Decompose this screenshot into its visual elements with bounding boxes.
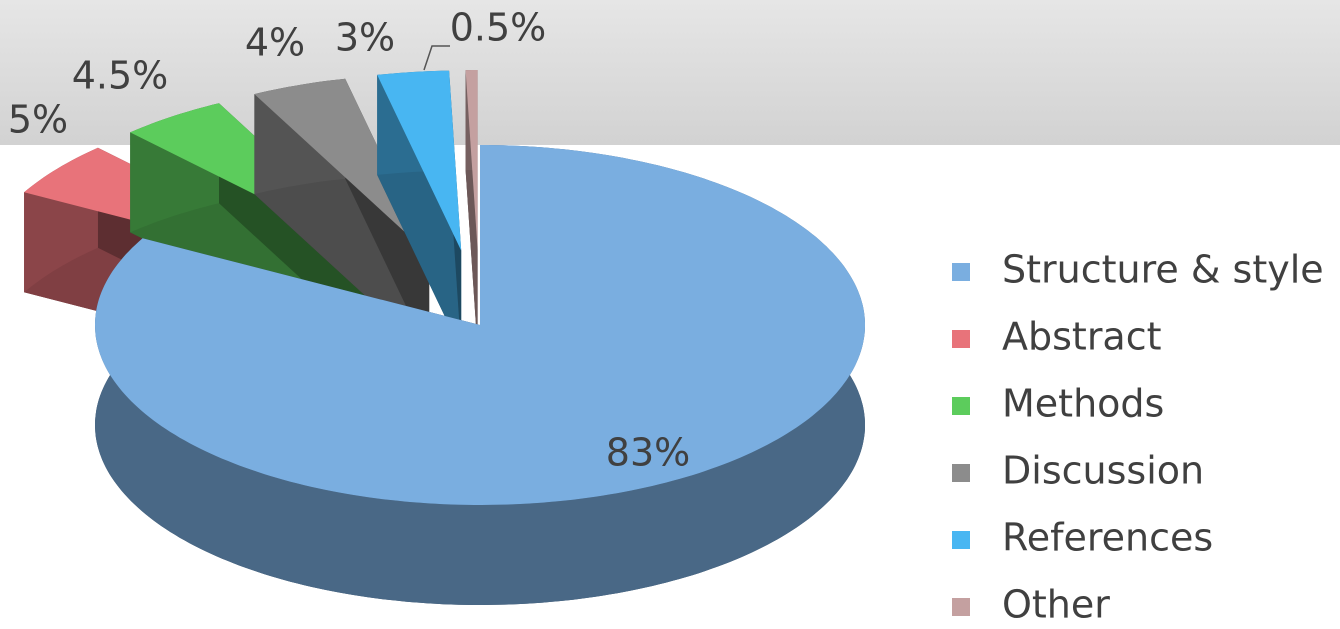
slice <box>95 145 865 505</box>
value-label: 4% <box>245 21 305 65</box>
value-label: 0.5% <box>450 6 547 50</box>
legend-label: Abstract <box>1002 315 1162 359</box>
legend-swatch <box>952 598 970 616</box>
legend-label: Discussion <box>1002 449 1204 493</box>
legend-label: Methods <box>1002 382 1164 426</box>
legend-label: Structure & style <box>1002 248 1324 292</box>
value-label: 3% <box>335 16 395 60</box>
slice <box>377 70 462 251</box>
value-label: 4.5% <box>72 54 169 98</box>
legend-swatch <box>952 531 970 549</box>
slice <box>465 70 478 250</box>
legend-swatch <box>952 397 970 415</box>
legend-label: Other <box>1002 583 1110 626</box>
legend-label: References <box>1002 516 1213 560</box>
value-label: 5% <box>8 98 68 142</box>
leader-line <box>423 45 450 71</box>
legend-swatch <box>952 330 970 348</box>
legend-swatch <box>952 464 970 482</box>
value-label: 83% <box>606 431 690 475</box>
slice <box>254 78 430 255</box>
legend-swatch <box>952 263 970 281</box>
